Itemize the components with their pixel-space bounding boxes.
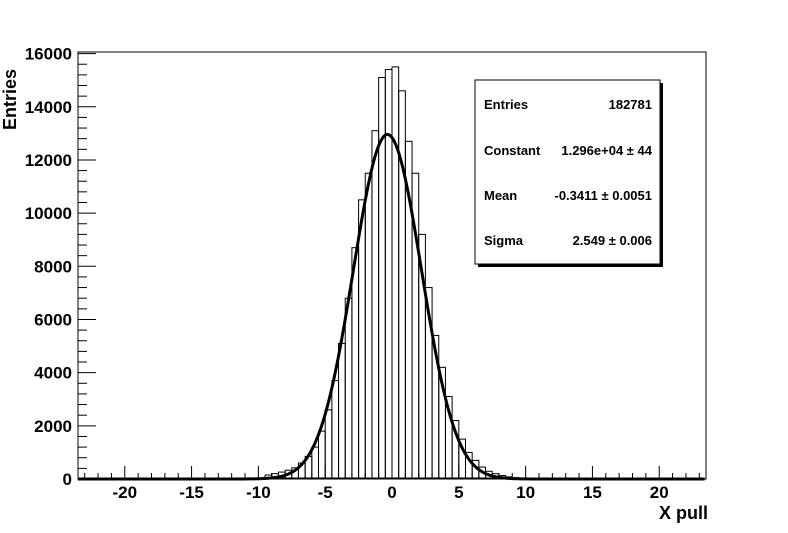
stats-label: Mean (484, 188, 517, 203)
x-tick-label: 20 (650, 483, 669, 502)
stats-value: 2.549 ± 0.006 (573, 233, 652, 248)
axes: -20 -15 -10 -5 0 5 10 15 20 0 2000 4000 6000 8000 1000… (25, 45, 707, 502)
stats-value: 1.296e+04 ± 44 (561, 143, 652, 158)
y-tick-label: 2000 (34, 417, 72, 436)
x-tick-label: -10 (246, 483, 271, 502)
stats-label: Entries (484, 97, 528, 112)
stats-box-frame (474, 79, 661, 265)
stats-value: -0.3411 ± 0.0051 (555, 188, 653, 203)
stats-box: Entries 182781 Constant 1.296e+04 ± 44 Mean -… (474, 79, 663, 267)
stats-label: Sigma (484, 233, 524, 248)
x-tick-label: 0 (387, 483, 396, 502)
y-tick-label: 14000 (25, 98, 72, 117)
y-tick-label: 8000 (34, 257, 72, 276)
x-tick-label: -5 (318, 483, 333, 502)
y-tick-label: 10000 (25, 204, 72, 223)
x-tick-label: 10 (516, 483, 535, 502)
y-tick-label: 6000 (34, 310, 72, 329)
stats-label: Constant (484, 143, 541, 158)
y-axis-title: Entries (0, 69, 20, 130)
y-tick-label: 0 (63, 470, 72, 489)
stats-value: 182781 (609, 97, 652, 112)
x-tick-label: -20 (112, 483, 137, 502)
y-tick-label: 4000 (34, 364, 72, 383)
x-tick-label: -15 (179, 483, 204, 502)
y-tick-label: 16000 (25, 45, 72, 64)
x-tick-label: 5 (454, 483, 463, 502)
x-tick-label: 15 (583, 483, 602, 502)
y-tick-label: 12000 (25, 151, 72, 170)
x-axis-title: X pull (659, 503, 708, 523)
